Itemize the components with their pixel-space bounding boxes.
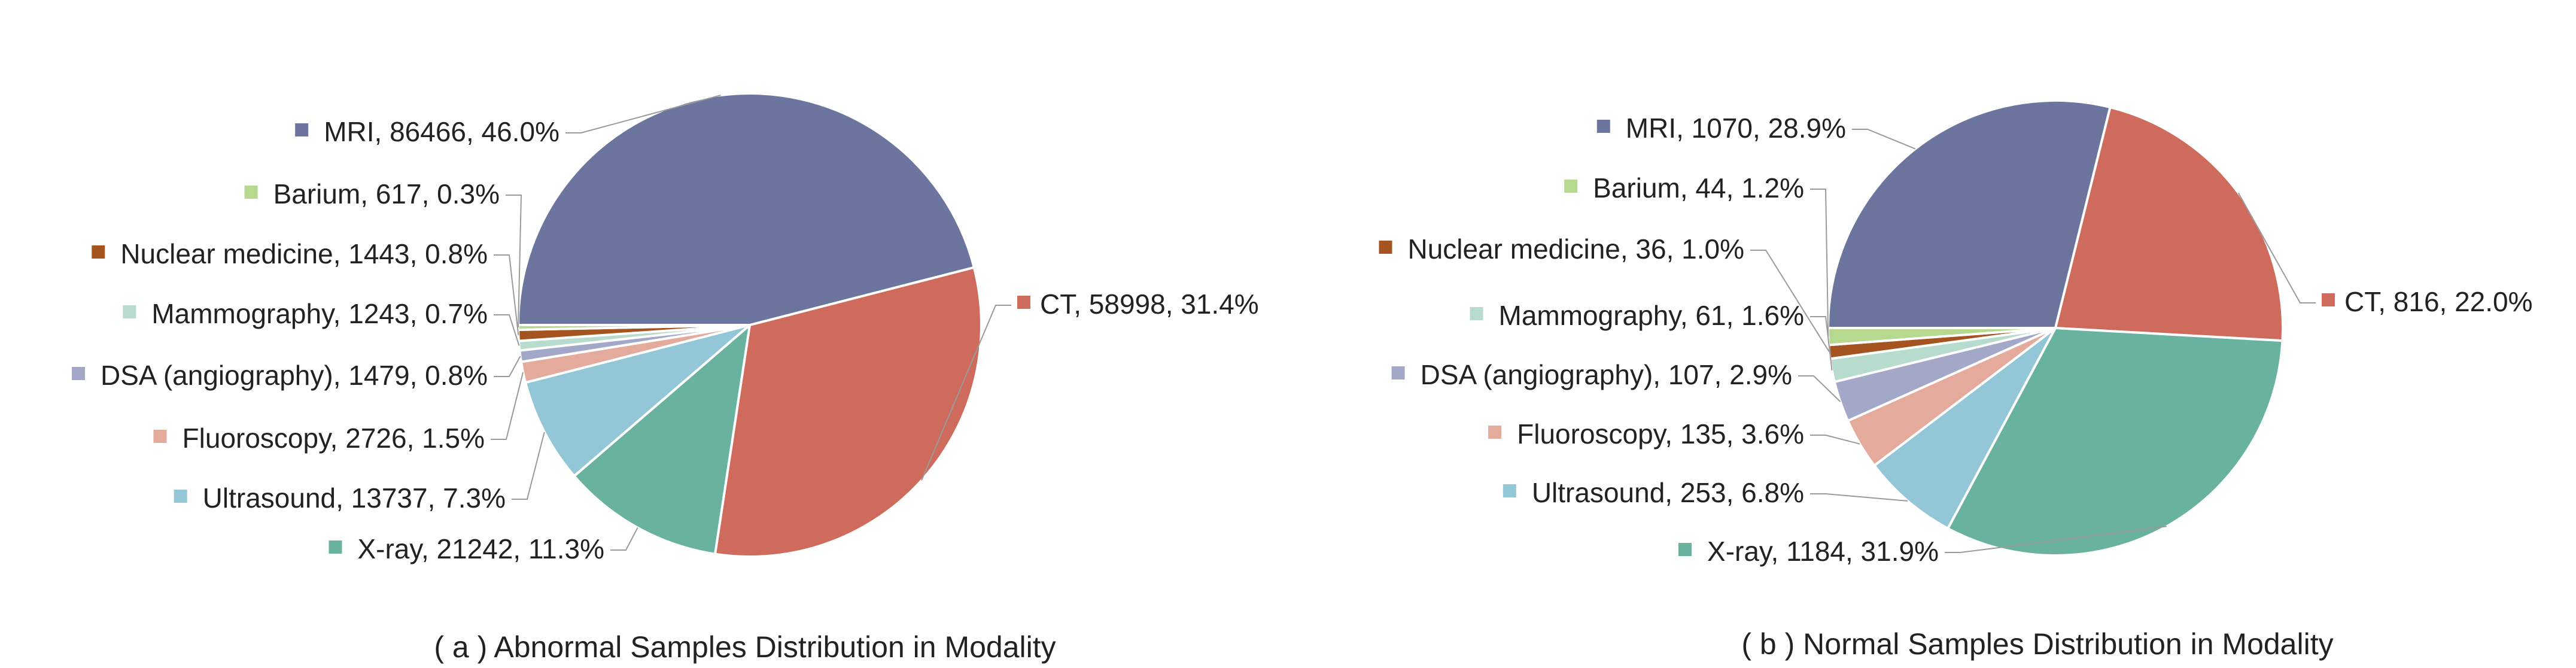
- leader-line-x-ray: [1945, 526, 2167, 553]
- legend-marker-x-ray: [329, 541, 342, 554]
- pie-labels: MRI, 1070, 28.9% CT, 816, 22.0% X-ray, 118…: [1379, 113, 2533, 567]
- chart-normal-modality: MRI, 1070, 28.9% CT, 816, 22.0% X-ray, 118…: [1379, 99, 2533, 567]
- slice-label-fluoroscopy: Fluoroscopy, 135, 3.6%: [1517, 418, 1804, 450]
- legend-marker-barium: [244, 186, 258, 199]
- leader-line-ct: [2237, 192, 2316, 303]
- chart-b-title: ( b ) Normal Samples Distribution in Mod…: [1741, 627, 2333, 661]
- leader-line-ultrasound: [1810, 493, 1908, 502]
- leader-line-fluoroscopy: [1810, 435, 1860, 445]
- slice-label-mammography: Mammography, 61, 1.6%: [1499, 300, 1805, 331]
- legend-marker-nuclear-medicine: [1379, 241, 1392, 254]
- leader-line-ultrasound: [512, 432, 545, 500]
- slice-label-mammography: Mammography, 1243, 0.7%: [151, 298, 488, 329]
- leader-line-dsa-angiography: [494, 356, 521, 377]
- legend-marker-nuclear-medicine: [92, 245, 105, 259]
- legend-marker-fluoroscopy: [153, 430, 167, 443]
- chart-abnormal-modality: MRI, 86466, 46.0% CT, 58998, 31.4% X-ray, …: [72, 92, 1259, 564]
- pie-slices: [1827, 99, 2284, 557]
- legend-marker-dsa-angiography: [1391, 366, 1405, 379]
- slice-label-barium: Barium, 617, 0.3%: [273, 178, 500, 209]
- pie-slice-x-ray: [573, 324, 751, 555]
- legend-marker-mammography: [123, 305, 136, 318]
- slice-label-nuclear-medicine: Nuclear medicine, 36, 1.0%: [1407, 233, 1744, 265]
- legend-marker-dsa-angiography: [72, 367, 85, 380]
- slice-label-fluoroscopy: Fluoroscopy, 2726, 1.5%: [183, 423, 485, 454]
- leader-line-dsa-angiography: [1798, 375, 1841, 402]
- leader-line-nuclear-medicine: [1750, 250, 1830, 353]
- legend-marker-fluoroscopy: [1488, 426, 1502, 439]
- slice-label-nuclear-medicine: Nuclear medicine, 1443, 0.8%: [120, 238, 488, 269]
- slice-label-ct: CT, 816, 22.0%: [2344, 286, 2533, 317]
- slice-label-dsa-angiography: DSA (angiography), 107, 2.9%: [1421, 359, 1792, 390]
- leader-line-nuclear-medicine: [494, 254, 519, 336]
- leader-line-barium: [1810, 189, 1829, 337]
- legend-marker-ct: [1017, 296, 1030, 309]
- leader-line-mri: [1852, 129, 1916, 150]
- slice-label-mri: MRI, 86466, 46.0%: [324, 116, 559, 147]
- pie-slices: [516, 92, 983, 558]
- pie-slice-ultrasound: [524, 324, 751, 478]
- slice-label-mri: MRI, 1070, 28.9%: [1626, 113, 1846, 144]
- pie-slice-ultrasound: [1873, 327, 2057, 530]
- leader-line-fluoroscopy: [491, 372, 524, 440]
- legend-marker-barium: [1564, 180, 1578, 193]
- leader-line-x-ray: [610, 527, 638, 551]
- slice-label-ct: CT, 58998, 31.4%: [1040, 289, 1259, 320]
- slice-label-dsa-angiography: DSA (angiography), 1479, 0.8%: [101, 360, 488, 391]
- pie-slice-ct: [713, 266, 983, 558]
- slice-label-x-ray: X-ray, 1184, 31.9%: [1707, 536, 1939, 567]
- pie-slice-mri: [1827, 99, 2112, 329]
- leader-line-mammography: [494, 314, 520, 346]
- slice-label-ultrasound: Ultrasound, 13737, 7.3%: [203, 482, 506, 514]
- leader-line-mri: [565, 95, 721, 133]
- slice-label-x-ray: X-ray, 21242, 11.3%: [357, 533, 604, 564]
- pie-slice-ct: [2054, 106, 2284, 342]
- legend-marker-mri: [295, 123, 309, 136]
- legend-marker-ultrasound: [1503, 484, 1516, 497]
- legend-marker-ct: [2322, 293, 2335, 306]
- legend-marker-mri: [1596, 120, 1610, 133]
- legend-marker-mammography: [1470, 307, 1483, 320]
- slice-label-barium: Barium, 44, 1.2%: [1593, 172, 1804, 204]
- legend-marker-x-ray: [1678, 543, 1692, 556]
- chart-a-title: ( a ) Abnormal Samples Distribution in M…: [434, 630, 1056, 664]
- slice-label-ultrasound: Ultrasound, 253, 6.8%: [1532, 477, 1804, 508]
- legend-marker-ultrasound: [174, 490, 187, 503]
- pie-labels: MRI, 86466, 46.0% CT, 58998, 31.4% X-ray, …: [72, 95, 1259, 564]
- leader-line-mammography: [1810, 316, 1833, 371]
- leader-line-barium: [506, 195, 522, 328]
- leader-line-ct: [921, 305, 1011, 481]
